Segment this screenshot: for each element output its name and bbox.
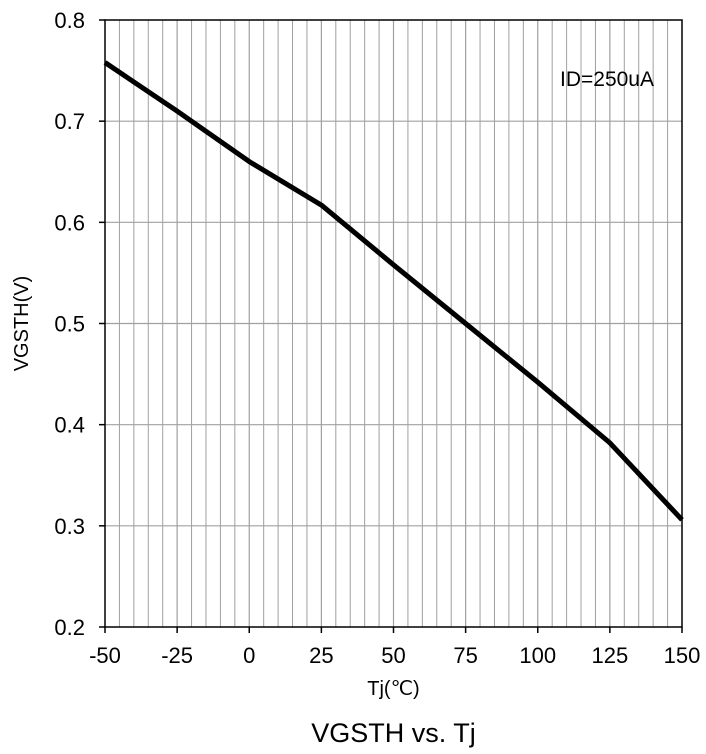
y-tick-label: 0.6 [54, 210, 85, 235]
x-tick-label: 150 [664, 643, 701, 668]
x-tick-labels: -50 -25 0 25 50 75 100 125 150 [89, 627, 700, 668]
y-axis-label: VGSTH(V) [11, 276, 33, 372]
series-line [103, 60, 684, 522]
x-tick-label: -25 [161, 643, 193, 668]
x-tick-label: 0 [243, 643, 255, 668]
y-tick-label: 0.4 [54, 413, 85, 438]
y-tick-label: 0.3 [54, 514, 85, 539]
y-tick-label: 0.5 [54, 312, 85, 337]
x-tick-label: 125 [592, 643, 629, 668]
series-layer [103, 60, 684, 522]
y-tick-label: 0.7 [54, 109, 85, 134]
x-tick-label: 100 [519, 643, 556, 668]
grid [105, 20, 682, 627]
x-tick-label: -50 [89, 643, 121, 668]
x-axis-label: Tj(℃) [367, 678, 419, 700]
chart-title: VGSTH vs. Tj [311, 718, 476, 748]
y-tick-labels: 0.2 0.3 0.4 0.5 0.6 0.7 0.8 [54, 8, 105, 640]
annotation-id-current: ID=250uA [560, 68, 654, 91]
x-tick-label: 50 [381, 643, 405, 668]
x-tick-label: 75 [453, 643, 477, 668]
x-tick-label: 25 [309, 643, 333, 668]
y-tick-label: 0.8 [54, 8, 85, 33]
y-tick-label: 0.2 [54, 615, 85, 640]
